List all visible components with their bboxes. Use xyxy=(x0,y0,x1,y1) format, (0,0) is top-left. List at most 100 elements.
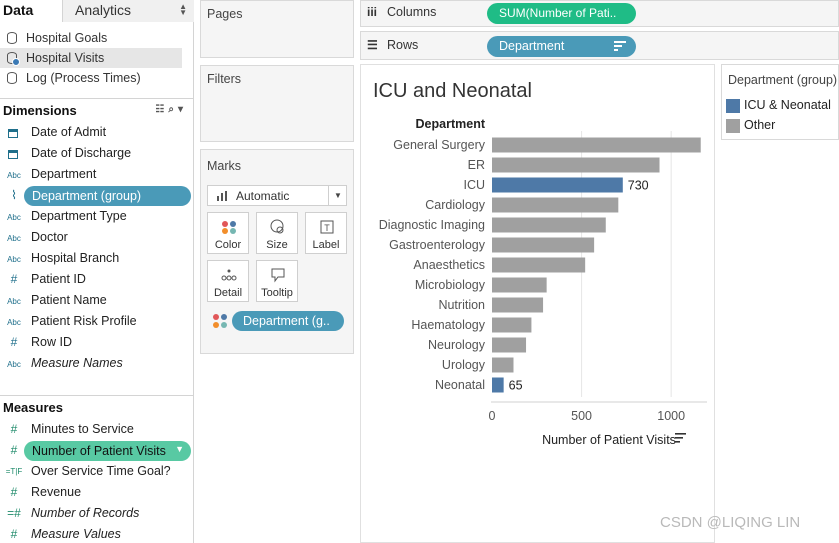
marks-button-label: Label xyxy=(312,239,340,251)
field-over-service-time-goal[interactable]: =T|F Over Service Time Goal? xyxy=(0,461,193,482)
data-label: 730 xyxy=(628,179,649,193)
database-icon xyxy=(7,72,17,84)
tab-data[interactable]: Data xyxy=(0,0,62,23)
field-measure-names[interactable]: Abc Measure Names xyxy=(0,353,193,374)
bar[interactable] xyxy=(492,217,606,233)
rows-icon: ☰ xyxy=(367,38,378,52)
columns-pill[interactable]: SUM(Number of Pati.. xyxy=(487,3,636,24)
bar[interactable] xyxy=(492,317,532,333)
category-label: Anaesthetics xyxy=(413,258,485,272)
field-revenue[interactable]: # Revenue xyxy=(0,482,193,503)
color-dots-icon xyxy=(213,314,229,330)
color-encoding-pill[interactable]: Department (g.. xyxy=(232,311,344,331)
pages-card[interactable]: Pages xyxy=(200,0,354,58)
sort-descending-icon[interactable] xyxy=(614,41,626,51)
field-measure-values[interactable]: # Measure Values xyxy=(0,524,193,543)
filters-title: Filters xyxy=(207,72,242,86)
bar[interactable] xyxy=(492,277,547,293)
menu-caret-icon[interactable]: ▾ xyxy=(177,104,187,115)
field-number-of-patient-visits[interactable]: # Number of Patient Visits ▼ xyxy=(0,440,193,461)
tab-analytics[interactable]: Analytics ▲ ▼ xyxy=(62,0,194,22)
filters-card[interactable]: Filters xyxy=(200,65,354,142)
category-label: Neonatal xyxy=(435,378,485,392)
mark-type-value: Automatic xyxy=(236,189,290,203)
field-doctor[interactable]: Abc Doctor xyxy=(0,227,193,248)
rows-pill[interactable]: Department xyxy=(487,36,636,57)
bar[interactable] xyxy=(492,337,527,353)
datasource-log-process-times[interactable]: Log (Process Times) xyxy=(0,68,182,88)
abc-string-icon: Abc xyxy=(7,213,21,222)
boolean-tf-icon: =T|F xyxy=(5,467,23,476)
category-label: ICU xyxy=(463,178,485,192)
pane-tabs: Data Analytics ▲ ▼ xyxy=(0,0,194,23)
field-patient-id[interactable]: # Patient ID xyxy=(0,269,193,290)
abc-string-icon: Abc xyxy=(7,255,21,264)
bar[interactable] xyxy=(492,237,595,253)
legend-item-icu-neonatal[interactable]: ICU & Neonatal xyxy=(726,98,831,114)
datasource-hospital-goals[interactable]: Hospital Goals xyxy=(0,28,182,48)
field-label: Measure Values xyxy=(31,527,121,541)
selected-measure-pill[interactable]: Number of Patient Visits ▼ xyxy=(24,441,191,461)
bar[interactable] xyxy=(492,297,544,313)
data-label: 65 xyxy=(509,379,523,393)
bar-chart-icon xyxy=(217,191,231,201)
marks-button-label: Detail xyxy=(213,287,243,299)
field-date-of-discharge[interactable]: Date of Discharge xyxy=(0,143,193,164)
measures-header: Measures xyxy=(0,395,193,419)
up-down-arrows-icon[interactable]: ▲ ▼ xyxy=(179,2,187,17)
dimensions-tools: ☷⌕▾ xyxy=(155,104,187,115)
columns-label-wrap: iii Columns xyxy=(367,5,436,19)
marks-title: Marks xyxy=(207,159,242,173)
field-label: Department (group) xyxy=(32,189,142,203)
field-label: Date of Admit xyxy=(31,125,107,139)
marks-size-button[interactable]: Size xyxy=(256,212,298,254)
field-hospital-branch[interactable]: Abc Hospital Branch xyxy=(0,248,193,269)
chevron-down-icon[interactable]: ▼ xyxy=(328,186,346,205)
bar[interactable] xyxy=(492,357,514,373)
field-date-of-admit[interactable]: Date of Admit xyxy=(0,122,193,143)
bar[interactable] xyxy=(492,257,586,273)
selected-field-pill[interactable]: Department (group) xyxy=(24,186,191,206)
field-number-of-records[interactable]: =# Number of Records xyxy=(0,503,193,524)
tick-label: 0 xyxy=(489,409,496,423)
bar[interactable] xyxy=(492,177,623,193)
tab-analytics-label: Analytics xyxy=(75,2,132,18)
field-label: Measure Names xyxy=(31,356,123,370)
dropdown-caret-icon[interactable]: ▼ xyxy=(175,444,184,454)
datasource-hospital-visits[interactable]: Hospital Visits xyxy=(0,48,182,68)
rows-shelf[interactable]: ☰ Rows Department xyxy=(360,31,839,60)
pill-label: Department xyxy=(499,39,565,53)
field-department[interactable]: Abc Department xyxy=(0,164,193,185)
legend-item-other[interactable]: Other xyxy=(726,118,775,134)
field-label: Number of Records xyxy=(31,506,140,520)
view-list-icon[interactable]: ☷ xyxy=(155,104,169,115)
category-label: ER xyxy=(468,158,485,172)
field-department-group[interactable]: ⌇ Department (group) xyxy=(0,185,193,206)
bar[interactable] xyxy=(492,157,660,173)
field-patient-name[interactable]: Abc Patient Name xyxy=(0,290,193,311)
bar[interactable] xyxy=(492,137,701,153)
mark-type-dropdown[interactable]: Automatic ▼ xyxy=(207,185,347,206)
bar[interactable] xyxy=(492,197,619,213)
marks-detail-button[interactable]: Detail xyxy=(207,260,249,302)
category-label: Gastroenterology xyxy=(389,238,486,252)
abc-string-icon: Abc xyxy=(7,360,21,369)
field-patient-risk-profile[interactable]: Abc Patient Risk Profile xyxy=(0,311,193,332)
datasource-label: Hospital Goals xyxy=(26,31,108,45)
field-row-id[interactable]: # Row ID xyxy=(0,332,193,353)
dimensions-header: Dimensions ☷⌕▾ xyxy=(0,98,193,120)
category-label: Cardiology xyxy=(425,198,486,212)
legend-label: ICU & Neonatal xyxy=(744,98,831,112)
field-minutes-to-service[interactable]: # Minutes to Service xyxy=(0,419,193,440)
search-icon[interactable]: ⌕ xyxy=(168,104,178,115)
marks-color-button[interactable]: Color xyxy=(207,212,249,254)
pages-title: Pages xyxy=(207,7,243,21)
bar[interactable] xyxy=(492,377,504,393)
marks-tooltip-button[interactable]: Tooltip xyxy=(256,260,298,302)
sort-icon[interactable] xyxy=(675,433,686,443)
columns-shelf[interactable]: iii Columns SUM(Number of Pati.. xyxy=(360,0,839,27)
field-department-type[interactable]: Abc Department Type xyxy=(0,206,193,227)
field-label: Hospital Branch xyxy=(31,251,120,265)
marks-label-button[interactable]: T Label xyxy=(305,212,347,254)
